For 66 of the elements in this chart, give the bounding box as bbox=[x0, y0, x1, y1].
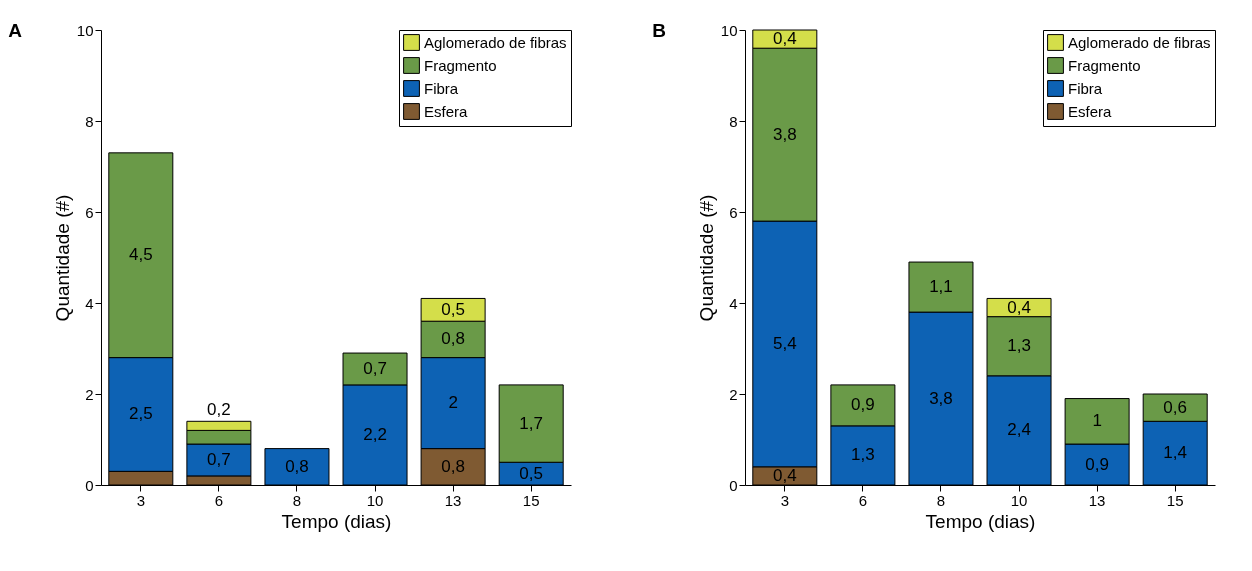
data-label: 1,3 bbox=[851, 445, 875, 465]
data-label: 0,8 bbox=[285, 456, 309, 476]
y-tick-label: 2 bbox=[729, 385, 738, 403]
data-label: 0,6 bbox=[1163, 397, 1187, 417]
legend-label: Fibra bbox=[1068, 79, 1103, 97]
data-label: 1,3 bbox=[1007, 336, 1031, 356]
data-label: 2 bbox=[448, 393, 458, 413]
legend-label: Aglomerado de fibras bbox=[424, 33, 567, 51]
data-label: 2,4 bbox=[1007, 420, 1031, 440]
data-label: 0,9 bbox=[851, 395, 875, 415]
legend-label: Fragmento bbox=[424, 56, 497, 74]
data-label: 0,4 bbox=[773, 465, 797, 485]
data-label: 1,1 bbox=[929, 277, 953, 297]
legend-label: Esfera bbox=[1068, 102, 1113, 120]
text: A bbox=[8, 20, 23, 41]
text: B bbox=[652, 20, 667, 41]
x-tick-label: 3 bbox=[780, 491, 789, 509]
x-tick-label: 10 bbox=[366, 491, 384, 509]
data-label: 0,8 bbox=[441, 329, 465, 349]
x-tick-label: 6 bbox=[214, 491, 224, 509]
y-tick-label: 8 bbox=[85, 112, 94, 130]
y-tick-label: 6 bbox=[729, 203, 738, 221]
data-label: 2,5 bbox=[129, 404, 153, 424]
data-label: 0,2 bbox=[207, 400, 231, 420]
data-label: 1,4 bbox=[1163, 443, 1187, 463]
data-label: 0,9 bbox=[1085, 454, 1109, 474]
data-label: 5,4 bbox=[773, 333, 797, 353]
y-tick-label: 0 bbox=[85, 476, 94, 494]
x-tick-label: 8 bbox=[292, 491, 302, 509]
data-label: 2,2 bbox=[363, 424, 387, 444]
legend-label: Fibra bbox=[424, 79, 459, 97]
x-tick-label: 15 bbox=[522, 491, 540, 509]
y-tick-label: 6 bbox=[85, 203, 94, 221]
x-axis-title: Tempo (dias) bbox=[281, 510, 392, 532]
y-tick-label: 2 bbox=[85, 385, 94, 403]
y-tick-label: 10 bbox=[720, 21, 738, 39]
x-tick-label: 8 bbox=[936, 491, 946, 509]
y-tick-label: 10 bbox=[76, 21, 94, 39]
data-label: 0,8 bbox=[441, 456, 465, 476]
y-tick-label: 8 bbox=[729, 112, 738, 130]
x-tick-label: 3 bbox=[136, 491, 145, 509]
data-label: 3,8 bbox=[773, 124, 797, 144]
y-tick-label: 4 bbox=[729, 294, 738, 312]
data-label: 0,7 bbox=[207, 449, 231, 469]
y-axis-title: Quantidade (#) bbox=[695, 194, 717, 322]
data-label: 0,5 bbox=[519, 463, 543, 483]
data-label: 4,5 bbox=[129, 245, 153, 265]
y-tick-label: 4 bbox=[85, 294, 94, 312]
data-label: 0,7 bbox=[363, 358, 387, 378]
data-label: 0,4 bbox=[1007, 297, 1031, 317]
x-tick-label: 13 bbox=[444, 491, 462, 509]
data-label: 1 bbox=[1092, 411, 1102, 431]
data-label: 0,4 bbox=[773, 29, 797, 49]
data-label: 3,8 bbox=[929, 388, 953, 408]
x-axis-title: Tempo (dias) bbox=[925, 510, 1036, 532]
y-tick-label: 0 bbox=[729, 476, 738, 494]
x-tick-label: 13 bbox=[1088, 491, 1106, 509]
legend-label: Aglomerado de fibras bbox=[1068, 33, 1211, 51]
x-tick-label: 6 bbox=[858, 491, 868, 509]
x-tick-label: 10 bbox=[1010, 491, 1028, 509]
legend-label: Esfera bbox=[424, 102, 469, 120]
legend-label: Fragmento bbox=[1068, 56, 1141, 74]
data-label: 0,5 bbox=[441, 299, 465, 319]
y-axis-title: Quantidade (#) bbox=[51, 194, 73, 322]
x-tick-label: 15 bbox=[1166, 491, 1184, 509]
data-label: 1,7 bbox=[519, 413, 543, 433]
